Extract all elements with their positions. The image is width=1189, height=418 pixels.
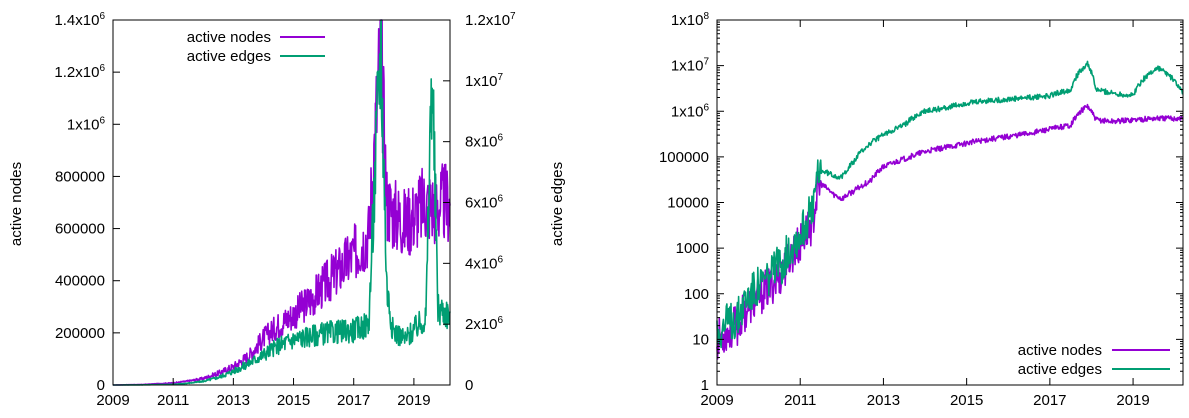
x-tick-label: 2017 <box>337 392 370 409</box>
y-tick-label: 10000 <box>667 195 709 212</box>
x-tick-label: 2009 <box>700 392 733 409</box>
chart-right: 1 10 100 1000 10000 100000 1x106 1x107 1x108 2009… <box>659 11 1184 409</box>
y-tick-label: 200000 <box>55 325 105 342</box>
y2-axis-label: active edges <box>549 162 566 246</box>
chart-left: active nodes active edges 0 200000 400000 6… <box>8 11 566 409</box>
x-tick-label: 2011 <box>157 392 189 409</box>
legend-label: active nodes <box>1018 342 1102 359</box>
series-line-1 <box>716 60 1184 349</box>
y-axis-label: active nodes <box>8 162 25 246</box>
y-tick-label: 600000 <box>55 221 105 238</box>
y-tick-label: 10 <box>692 331 709 348</box>
y-tick-label: 1 <box>701 377 709 394</box>
x-tick-label: 2015 <box>277 392 310 409</box>
x-tick-label: 2015 <box>950 392 983 409</box>
y2-tick-label: 1x107 <box>465 72 504 90</box>
y2-tick-label: 1.2x107 <box>465 11 516 29</box>
x-tick-label: 2013 <box>867 392 900 409</box>
plot-frame <box>716 19 1184 386</box>
x-tick-label: 2009 <box>96 392 129 409</box>
y2-tick-label: 4x106 <box>465 254 504 272</box>
x-tick-label: 2019 <box>1116 392 1149 409</box>
x-tick-label: 2019 <box>397 392 430 409</box>
x-tick-label: 2017 <box>1033 392 1066 409</box>
x-tick-label: 2013 <box>217 392 250 409</box>
y-tick-label: 1000 <box>676 240 709 257</box>
y2-tick-label: 2x106 <box>465 315 504 333</box>
legend-label: active nodes <box>187 29 271 46</box>
y-tick-label: 400000 <box>55 273 105 290</box>
y-tick-label: 1x106 <box>67 115 106 133</box>
x-tick-label: 2011 <box>784 392 816 409</box>
series-line-0 <box>112 19 451 386</box>
y-tick-label: 1x108 <box>671 11 710 29</box>
y2-tick-label: 0 <box>465 377 473 394</box>
y2-tick-label: 6x106 <box>465 194 504 212</box>
legend-label: active edges <box>187 48 271 65</box>
y-tick-label: 1.2x106 <box>54 63 105 81</box>
y-tick-label: 100000 <box>659 149 709 166</box>
y-tick-label: 0 <box>97 377 105 394</box>
y-tick-label: 1x106 <box>671 102 710 120</box>
y2-tick-label: 8x106 <box>465 133 504 151</box>
series-line-0 <box>716 103 1184 360</box>
y-tick-label: 1x107 <box>671 57 710 75</box>
y-tick-label: 1.4x106 <box>54 11 105 29</box>
y-tick-label: 800000 <box>55 168 105 185</box>
y-tick-label: 100 <box>684 286 709 303</box>
legend-label: active edges <box>1018 361 1102 378</box>
